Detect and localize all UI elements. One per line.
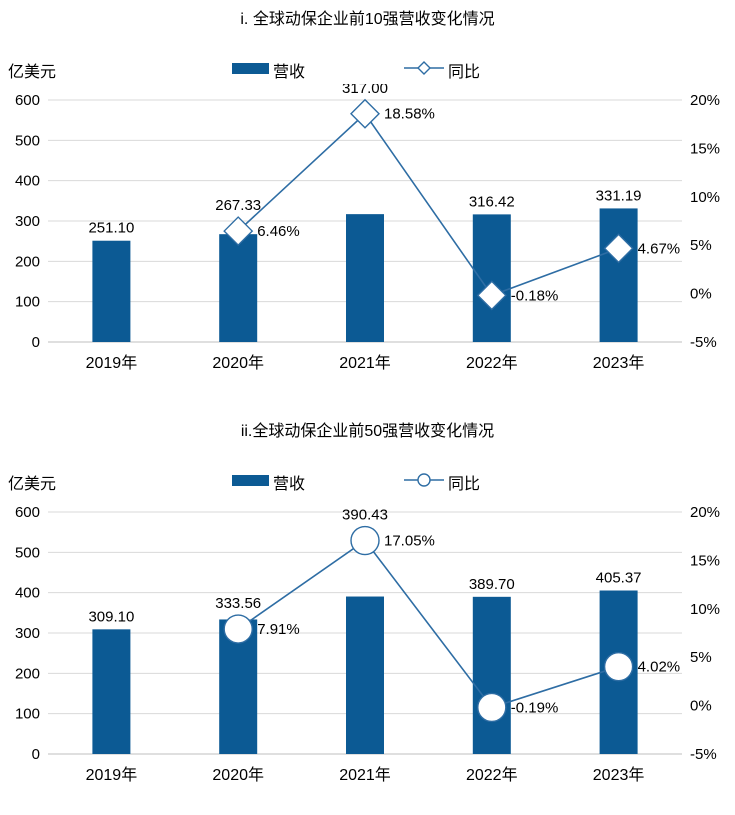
chart-plot-top10: 600 500 400 300 200 100 0 20% 15% 10% 5% 0% -5% 6.46%…	[15, 84, 720, 372]
left-axis-tick-label: 0	[32, 334, 40, 351]
bar-value-label: 333.56	[215, 595, 261, 612]
chart-top10-section: i. 全球动保企业前10强营收变化情况 亿美元 营收 同比 600 500 400 3…	[0, 0, 735, 380]
bar-2019年	[92, 240, 131, 342]
category-label: 2023年	[593, 766, 645, 784]
left-axis-tick-label: 500	[15, 544, 40, 561]
trend-marker-diamond-icon	[603, 233, 634, 264]
right-axis-tick-label: -5%	[690, 746, 717, 763]
trend-value-label: 7.91%	[257, 621, 300, 638]
bar-value-label: 331.19	[596, 187, 642, 204]
bar-2022年	[472, 596, 511, 754]
trend-marker-circle-icon	[350, 525, 380, 556]
left-axis-tick-label: 100	[15, 706, 40, 723]
category-label: 2020年	[212, 354, 264, 372]
bar-2022年	[472, 214, 511, 342]
trend-marker-circle-icon	[223, 614, 253, 644]
bar-2020年	[219, 234, 258, 342]
trend-value-label: 4.02%	[638, 659, 681, 676]
bar-value-label: 390.43	[342, 507, 388, 524]
left-axis-tick-label: 500	[15, 132, 40, 149]
right-axis-tick-label: 15%	[690, 140, 720, 157]
trend-value-label: -0.18%	[511, 287, 559, 304]
legend-line-diamond-icon	[404, 61, 444, 75]
category-label: 2022年	[466, 354, 518, 372]
legend-label-yoy: 同比	[448, 64, 481, 81]
category-label: 2021年	[339, 354, 391, 372]
right-axis-tick-label: 0%	[690, 698, 712, 715]
bar-value-label: 316.42	[469, 193, 515, 210]
right-axis-tick-label: 20%	[690, 504, 720, 521]
legend-row: 亿美元 营收 同比	[0, 56, 735, 81]
trend-marker-diamond-icon	[350, 98, 380, 129]
trend-line	[237, 539, 619, 709]
left-axis-tick-label: 600	[15, 504, 40, 521]
right-axis-tick-label: 5%	[690, 649, 712, 666]
legend-label-revenue: 营收	[273, 476, 306, 493]
left-axis-unit-label: 亿美元	[8, 476, 57, 493]
right-axis-tick-label: 20%	[690, 92, 720, 109]
right-axis-tick-label: 15%	[690, 552, 720, 569]
bar-2019年	[92, 629, 131, 754]
trend-marker-circle-icon	[477, 692, 507, 723]
left-axis-tick-label: 300	[15, 213, 40, 230]
legend-line-circle-icon	[404, 473, 444, 487]
chart-title: ii.全球动保企业前50强营收变化情况	[240, 423, 495, 440]
left-axis-unit-label: 亿美元	[8, 64, 57, 81]
left-axis-tick-label: 600	[15, 92, 40, 109]
bar-value-label: 405.37	[596, 570, 642, 587]
category-label: 2022年	[466, 766, 518, 784]
category-label: 2019年	[86, 766, 138, 784]
left-axis-tick-label: 400	[15, 585, 40, 602]
chart-plot-top50: 600 500 400 300 200 100 0 20% 15% 10% 5% 0% -5% 7.91%…	[15, 504, 720, 784]
bar-2021年	[346, 596, 384, 754]
right-axis-tick-label: -5%	[690, 334, 717, 351]
legend-bar-swatch-icon	[232, 475, 269, 486]
chart-top50-section: ii.全球动保企业前50强营收变化情况 亿美元 营收 同比 600 500 400 3…	[0, 380, 735, 792]
trend-marker-diamond-icon	[476, 280, 507, 311]
chart-title: i. 全球动保企业前10强营收变化情况	[240, 11, 495, 28]
bar-value-label: 309.10	[88, 608, 134, 625]
category-label: 2021年	[339, 766, 391, 784]
trend-line	[237, 112, 619, 297]
category-label: 2019年	[86, 354, 138, 372]
left-axis-tick-label: 300	[15, 625, 40, 642]
trend-value-label: 17.05%	[384, 533, 435, 550]
trend-value-label: 6.46%	[257, 223, 300, 240]
bar-value-label: 267.33	[215, 197, 261, 214]
right-axis-tick-label: 0%	[690, 286, 712, 303]
category-label: 2020年	[212, 766, 264, 784]
bar-2021年	[346, 214, 384, 342]
trend-value-label: 4.67%	[638, 240, 681, 257]
trend-marker-diamond-icon	[223, 216, 254, 247]
category-label: 2023年	[593, 354, 645, 372]
bar-value-label: 389.70	[469, 576, 515, 593]
left-axis-tick-label: 400	[15, 173, 40, 190]
left-axis-tick-label: 100	[15, 294, 40, 311]
right-axis-tick-label: 10%	[690, 601, 720, 618]
left-axis-tick-label: 200	[15, 665, 40, 682]
bar-2023年	[599, 208, 638, 342]
legend-label-revenue: 营收	[273, 64, 306, 81]
trend-value-label: -0.19%	[511, 699, 559, 716]
trend-value-label: 18.58%	[384, 106, 435, 123]
right-axis-tick-label: 5%	[690, 237, 712, 254]
bar-value-label: 317.00	[342, 84, 388, 97]
left-axis-tick-label: 200	[15, 253, 40, 270]
bar-value-label: 251.10	[88, 220, 134, 237]
legend-label-yoy: 同比	[448, 476, 481, 493]
left-axis-tick-label: 0	[32, 746, 40, 763]
legend-row: 亿美元 营收 同比	[0, 468, 735, 493]
right-axis-tick-label: 10%	[690, 189, 720, 206]
legend-bar-swatch-icon	[232, 63, 269, 74]
trend-marker-circle-icon	[603, 651, 634, 682]
